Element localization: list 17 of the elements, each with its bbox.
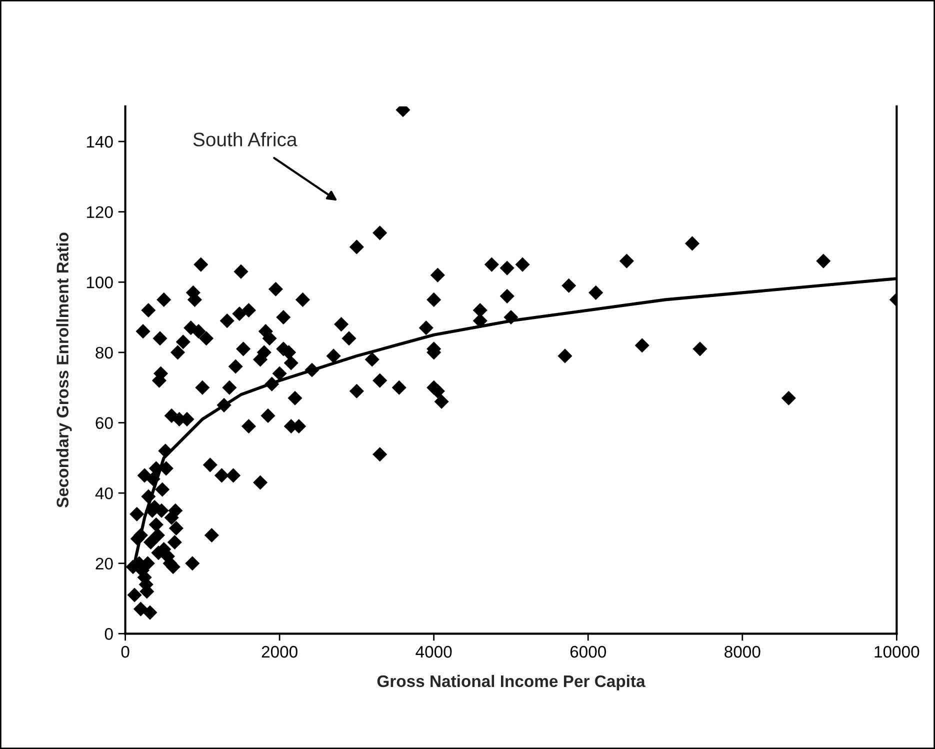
y-tick-label: 100 <box>86 276 113 288</box>
y-tick-label: 20 <box>96 558 113 570</box>
x-tick-label: 10000 <box>874 646 920 658</box>
x-tick-label: 2000 <box>262 646 298 658</box>
y-axis-title: Secondary Gross Enrollment Ratio <box>56 232 72 508</box>
y-tick-label: 120 <box>86 206 113 218</box>
x-tick-label: 4000 <box>416 646 452 658</box>
y-tick-label: 0 <box>104 628 113 640</box>
x-tick-label: 6000 <box>570 646 606 658</box>
x-tick-label: 8000 <box>724 646 760 658</box>
y-tick-label: 60 <box>96 417 113 429</box>
annotation: South Africa <box>193 132 298 146</box>
y-tick-label: 80 <box>96 346 113 359</box>
x-axis-title: Gross National Income Per Capita <box>377 674 646 690</box>
y-tick-label: 40 <box>95 487 113 500</box>
y-tick-label: 140 <box>86 136 113 148</box>
x-tick-label: 0 <box>121 646 130 658</box>
